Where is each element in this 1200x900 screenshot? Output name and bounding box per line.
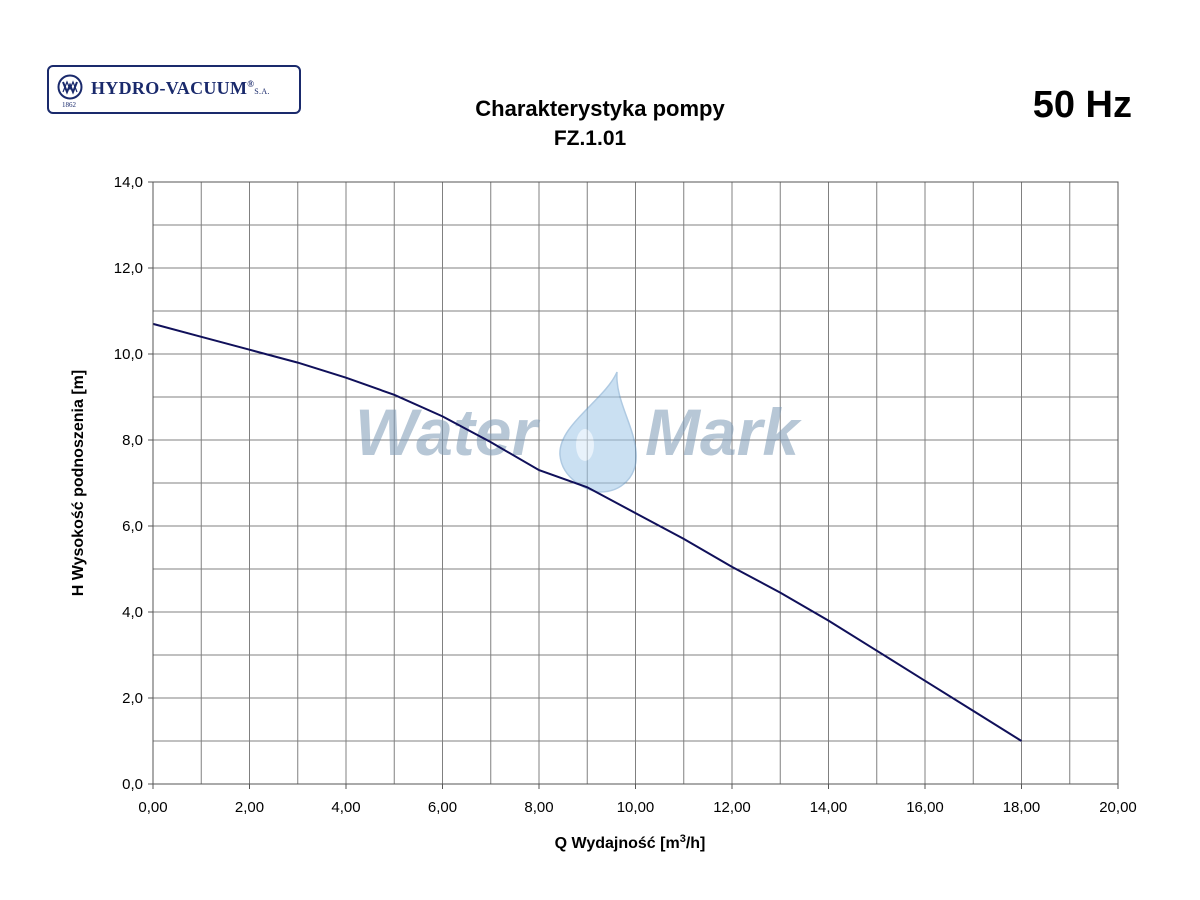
x-tick-label: 14,00 [810,799,848,816]
x-tick-label: 6,00 [428,799,457,816]
logo-emblem-icon [57,74,83,100]
watermark-text-right: Mark [645,395,802,469]
x-tick-label: 2,00 [235,799,264,816]
frequency-label: 50 Hz [1032,84,1132,126]
x-axis-label: Q Wydajność [m3/h] [555,833,706,852]
y-tick-label: 10,0 [114,346,143,363]
x-tick-label: 16,00 [906,799,944,816]
y-tick-label: 6,0 [122,518,143,535]
x-tick-label: 8,00 [524,799,553,816]
y-tick-labels: 0,0 2,0 4,0 6,0 8,0 10,0 12,0 14,0 [114,174,153,793]
x-tick-label: 12,00 [713,799,751,816]
grid-lines [152,181,1119,785]
company-logo: 1862 HYDRO-VACUUM®S.A. [47,65,301,114]
y-tick-label: 14,0 [114,174,143,191]
y-tick-label: 0,0 [122,776,143,793]
x-tick-label: 20,00 [1099,799,1137,816]
pump-curve-line [152,322,1023,742]
y-tick-label: 12,0 [114,260,143,277]
y-tick-label: 4,0 [122,604,143,621]
x-tick-labels: 0,00 2,00 4,00 6,00 8,00 10,00 12,00 14,00 16,00… [138,784,1137,816]
x-tick-label: 0,00 [138,799,167,816]
x-tick-label: 4,00 [331,799,360,816]
chart-title: Charakterystyka pompy [475,96,725,121]
chart-subtitle: FZ.1.01 [553,127,627,150]
watermark: Water Mark [355,371,802,493]
x-tick-label: 10,00 [617,799,655,816]
y-tick-label: 2,0 [122,690,143,707]
y-axis-label: H Wysokość podnoszenia [m] [70,370,87,596]
x-tick-label: 18,00 [1003,799,1041,816]
y-tick-label: 8,0 [122,432,143,449]
logo-name: HYDRO-VACUUM®S.A. [91,78,270,98]
watermark-text-left: Water [355,395,540,469]
logo-year: 1862 [62,101,76,109]
water-drop-icon [559,371,637,493]
